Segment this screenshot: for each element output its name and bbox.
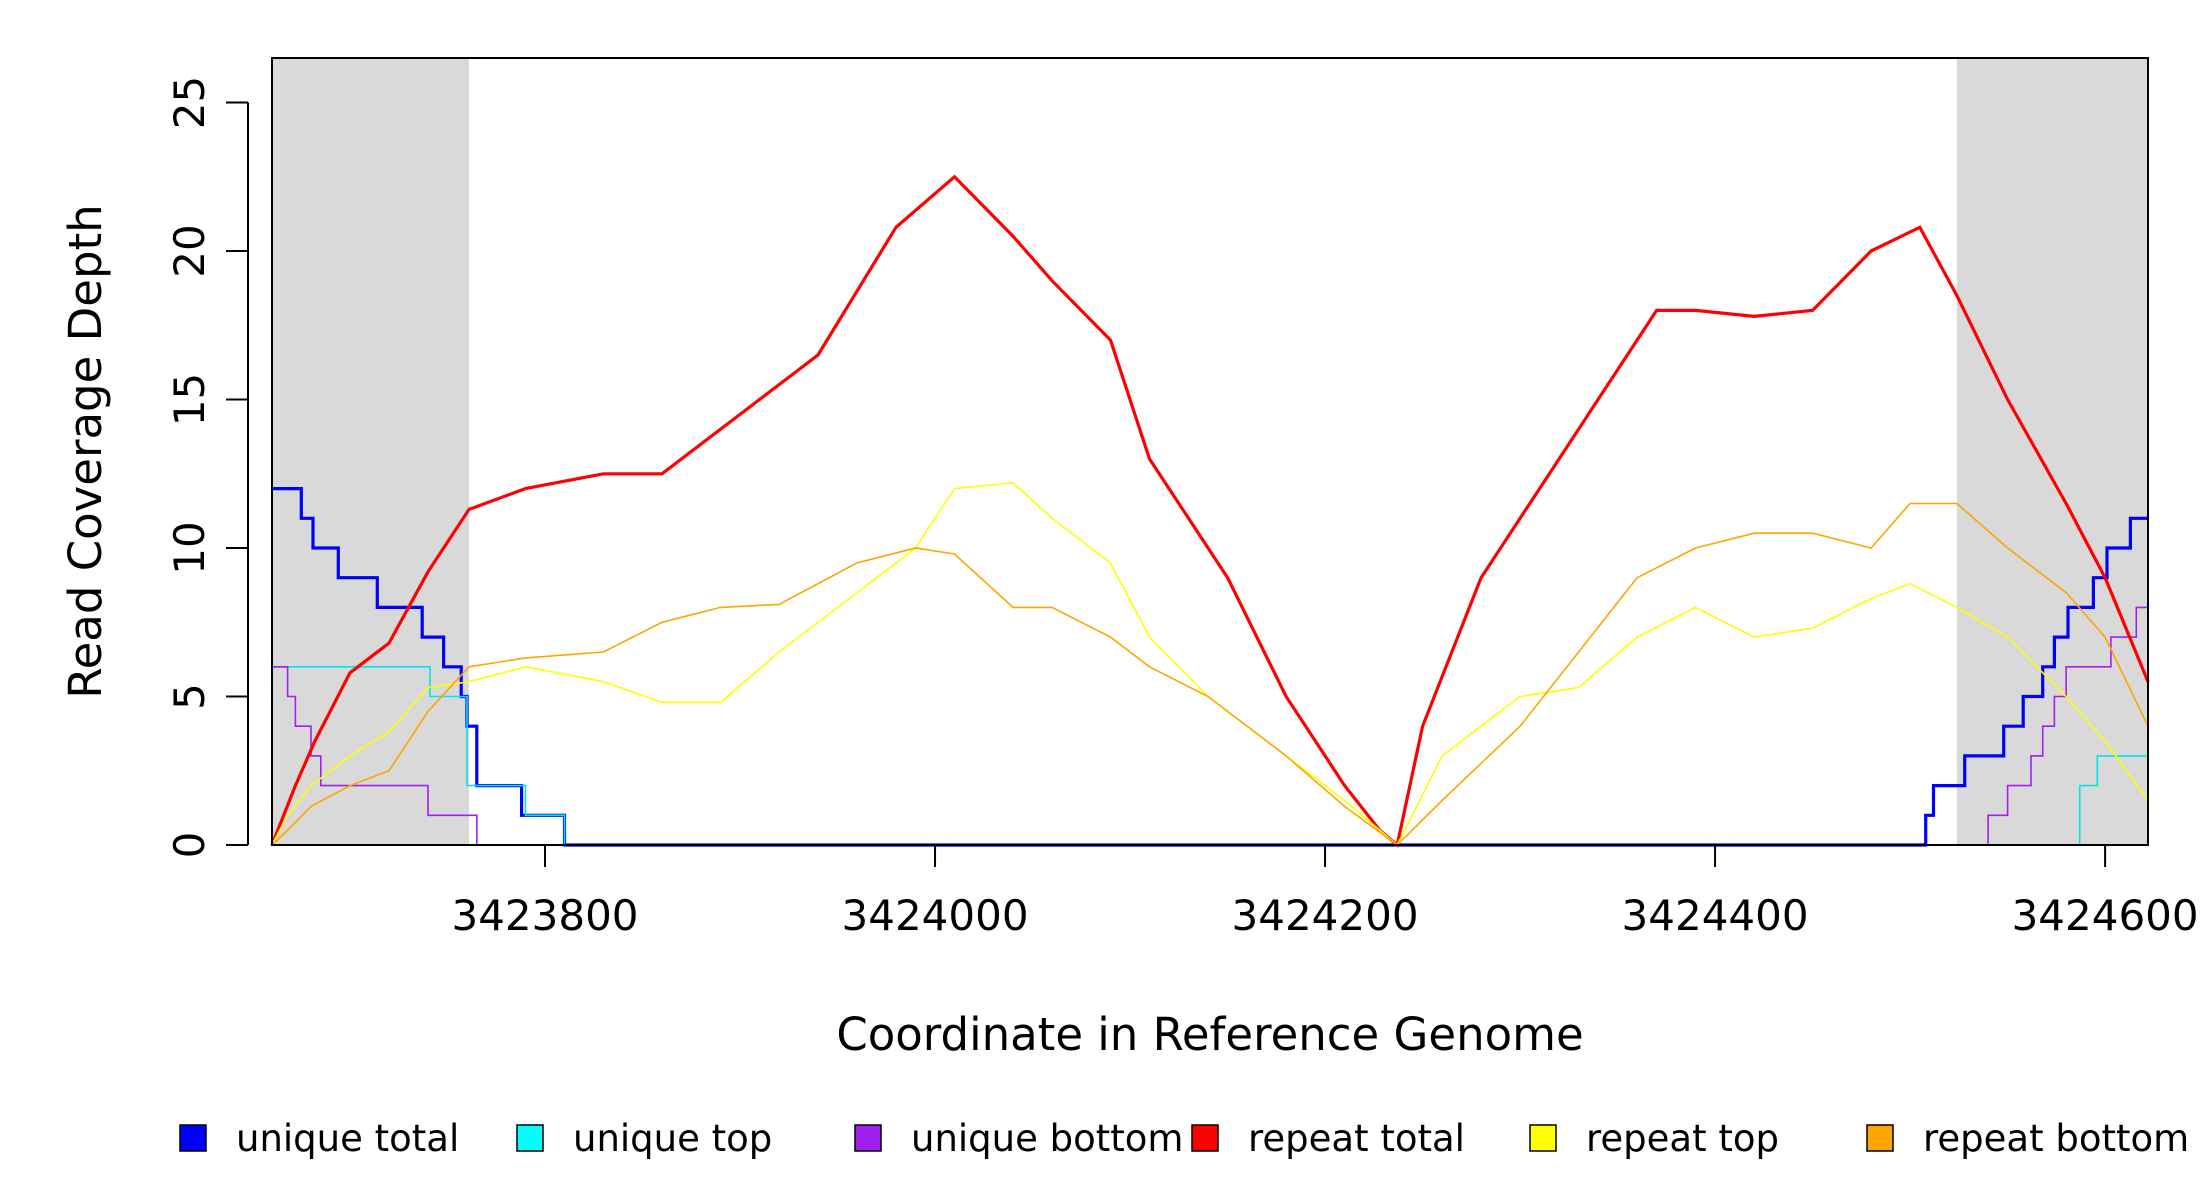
legend-item-repeat-total: repeat total — [1191, 1117, 1465, 1160]
y-tick-label: 0 — [165, 832, 214, 859]
legend-swatch — [1191, 1124, 1219, 1152]
shaded-region-1 — [1956, 58, 2148, 845]
legend-swatch — [1529, 1124, 1557, 1152]
legend-label: repeat total — [1248, 1117, 1465, 1160]
legend-item-repeat-top: repeat top — [1529, 1117, 1779, 1160]
x-tick-label: 3424600 — [2012, 891, 2199, 940]
y-tick-label: 5 — [165, 683, 214, 710]
series-unique-bottom — [272, 606, 2149, 846]
legend-label: repeat top — [1586, 1117, 1779, 1160]
y-tick-label: 20 — [165, 224, 214, 277]
legend-swatch — [179, 1124, 207, 1152]
series-repeat-total — [270, 174, 2150, 848]
legend-item-unique-top: unique top — [516, 1117, 772, 1160]
axes: 3423800 3424000 3424200 3424400 3424600 0 5 10 1… — [165, 76, 2199, 940]
legend-label: unique bottom — [911, 1117, 1183, 1160]
x-tick-label: 3424400 — [1622, 891, 1809, 940]
x-tick-label: 3424200 — [1232, 891, 1419, 940]
legend-label: repeat bottom — [1923, 1117, 2189, 1160]
legend-item-repeat-bottom: repeat bottom — [1866, 1117, 2189, 1160]
series-unique-total — [272, 487, 2148, 847]
legend-item-unique-bottom: unique bottom — [854, 1117, 1183, 1160]
y-axis-label: Read Coverage Depth — [59, 204, 112, 698]
shaded-region-0 — [272, 58, 469, 845]
y-tick-label: 25 — [165, 76, 214, 129]
x-tick-label: 3424000 — [842, 891, 1029, 940]
y-tick-label: 15 — [165, 373, 214, 426]
series-lines — [270, 174, 2150, 848]
legend-swatch — [516, 1124, 544, 1152]
legend-swatch — [854, 1124, 882, 1152]
shaded-regions — [272, 58, 2148, 845]
y-tick-label: 10 — [165, 521, 214, 574]
series-unique-top — [272, 666, 2148, 846]
legend-label: unique top — [573, 1117, 772, 1160]
x-tick-label: 3423800 — [451, 891, 638, 940]
legend: unique total unique top unique bottom repea… — [179, 1117, 2189, 1160]
legend-label: unique total — [236, 1117, 459, 1160]
x-axis-label: Coordinate in Reference Genome — [836, 1008, 1583, 1061]
series-repeat-top — [271, 481, 2149, 847]
legend-swatch — [1866, 1124, 1894, 1152]
plot-frame — [271, 57, 2149, 846]
series-repeat-bottom — [271, 502, 2149, 847]
legend-item-unique-total: unique total — [179, 1117, 459, 1160]
